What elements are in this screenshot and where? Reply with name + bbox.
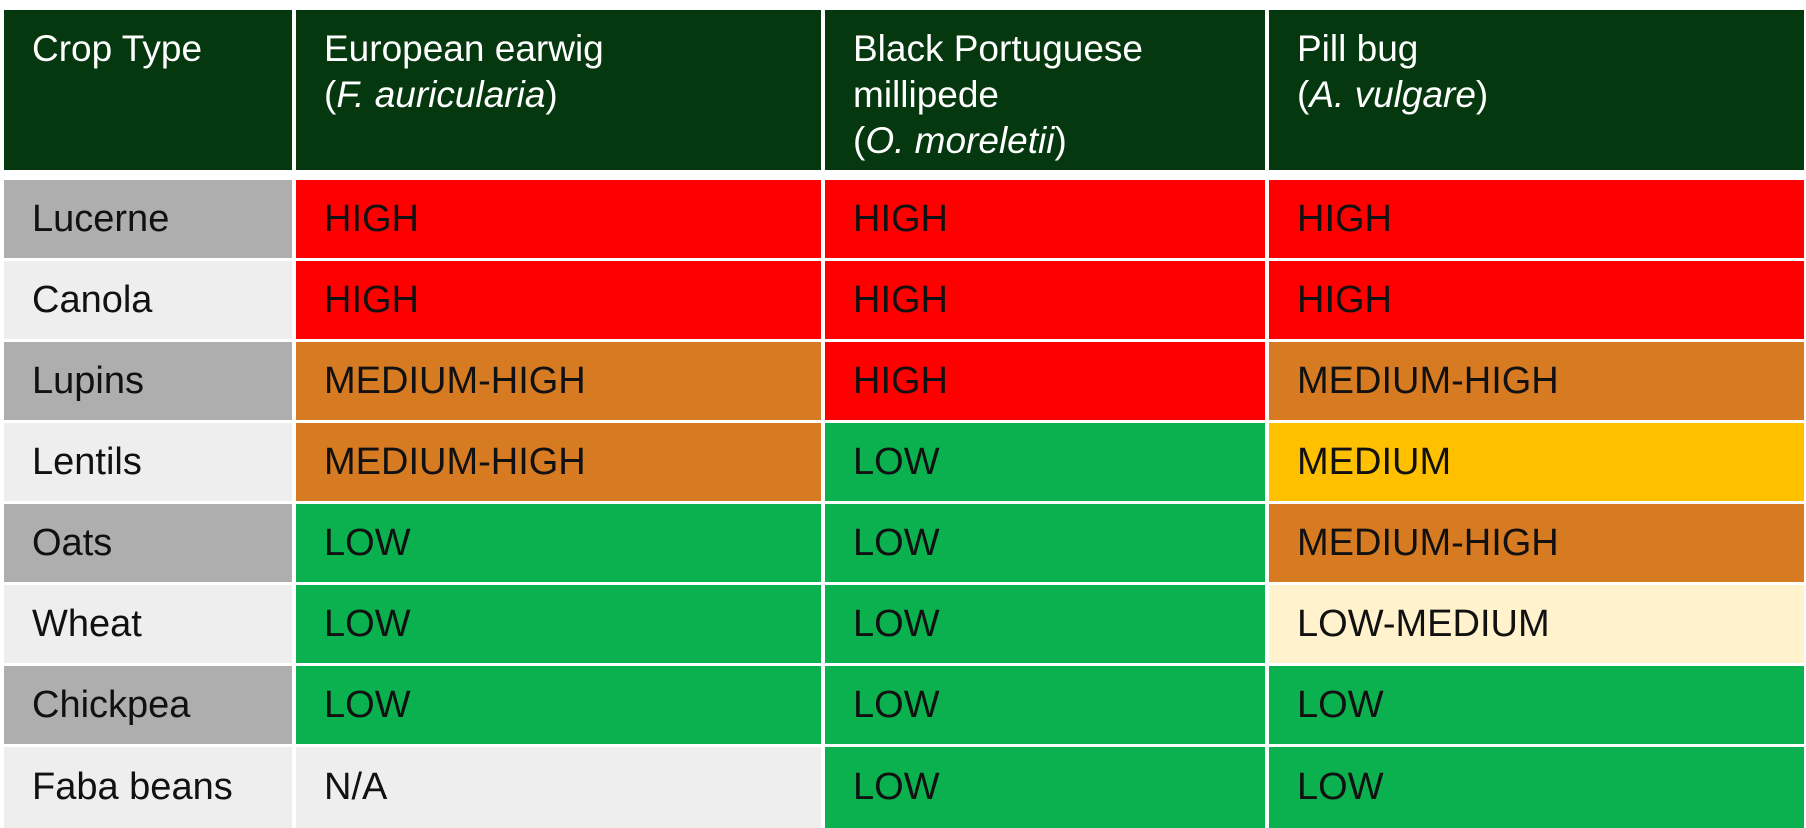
risk-level-cell: HIGH: [825, 180, 1269, 261]
risk-level-cell: LOW: [825, 585, 1269, 666]
crop-type-header: Crop Type: [4, 10, 296, 180]
risk-level-cell: HIGH: [825, 261, 1269, 342]
crop-name-cell: Oats: [4, 504, 296, 585]
risk-level-cell: MEDIUM-HIGH: [296, 342, 825, 423]
header-row: Crop Type European earwig (F. auriculari…: [4, 10, 1804, 180]
risk-level-cell: MEDIUM-HIGH: [1269, 504, 1804, 585]
crop-name-cell: Canola: [4, 261, 296, 342]
millipede-header: Black Portuguese millipede (O. moreletii…: [825, 10, 1269, 180]
table-row: Faba beans N/A LOW LOW: [4, 747, 1804, 828]
crop-name-cell: Lucerne: [4, 180, 296, 261]
pest-scientific-name-wrap: (A. vulgare): [1297, 74, 1489, 115]
table-body: Lucerne HIGH HIGH HIGH Canola HIGH HIGH HIGH Lup…: [4, 180, 1804, 828]
risk-level-cell: LOW: [825, 504, 1269, 585]
pill-bug-header: Pill bug (A. vulgare): [1269, 10, 1804, 180]
pest-scientific-name: O. moreletii: [865, 120, 1055, 161]
table-row: Canola HIGH HIGH HIGH: [4, 261, 1804, 342]
pest-scientific-name-wrap: (O. moreletii): [853, 120, 1067, 161]
risk-level-cell: LOW: [1269, 747, 1804, 828]
pest-common-name: Black Portuguese: [853, 28, 1144, 69]
crop-name-cell: Faba beans: [4, 747, 296, 828]
risk-level-cell: HIGH: [296, 261, 825, 342]
risk-level-cell: LOW: [296, 585, 825, 666]
pest-common-name: Pill bug: [1297, 28, 1419, 69]
table-row: Chickpea LOW LOW LOW: [4, 666, 1804, 747]
earwig-header: European earwig (F. auricularia): [296, 10, 825, 180]
risk-level-cell: LOW: [825, 423, 1269, 504]
crop-name-cell: Chickpea: [4, 666, 296, 747]
crop-name-cell: Lentils: [4, 423, 296, 504]
table-row: Oats LOW LOW MEDIUM-HIGH: [4, 504, 1804, 585]
risk-level-cell: HIGH: [296, 180, 825, 261]
pest-common-name: European earwig: [324, 28, 604, 69]
table-row: Lucerne HIGH HIGH HIGH: [4, 180, 1804, 261]
risk-level-cell: MEDIUM: [1269, 423, 1804, 504]
risk-level-cell: HIGH: [825, 342, 1269, 423]
risk-level-cell: N/A: [296, 747, 825, 828]
risk-level-cell: HIGH: [1269, 180, 1804, 261]
pest-scientific-name-wrap: (F. auricularia): [324, 74, 558, 115]
pest-scientific-name: A. vulgare: [1309, 74, 1476, 115]
crop-name-cell: Lupins: [4, 342, 296, 423]
risk-level-cell: LOW: [825, 666, 1269, 747]
table-row: Wheat LOW LOW LOW-MEDIUM: [4, 585, 1804, 666]
pest-common-name-line-2: millipede: [853, 74, 1000, 115]
risk-level-cell: MEDIUM-HIGH: [1269, 342, 1804, 423]
crop-name-cell: Wheat: [4, 585, 296, 666]
risk-level-cell: LOW: [825, 747, 1269, 828]
risk-level-cell: LOW: [296, 666, 825, 747]
risk-level-cell: MEDIUM-HIGH: [296, 423, 825, 504]
pest-risk-table: Crop Type European earwig (F. auriculari…: [4, 10, 1804, 828]
risk-level-cell: LOW: [296, 504, 825, 585]
risk-level-cell: HIGH: [1269, 261, 1804, 342]
risk-level-cell: LOW-MEDIUM: [1269, 585, 1804, 666]
pest-scientific-name: F. auricularia: [336, 74, 546, 115]
table-row: Lentils MEDIUM-HIGH LOW MEDIUM: [4, 423, 1804, 504]
risk-level-cell: LOW: [1269, 666, 1804, 747]
table-row: Lupins MEDIUM-HIGH HIGH MEDIUM-HIGH: [4, 342, 1804, 423]
